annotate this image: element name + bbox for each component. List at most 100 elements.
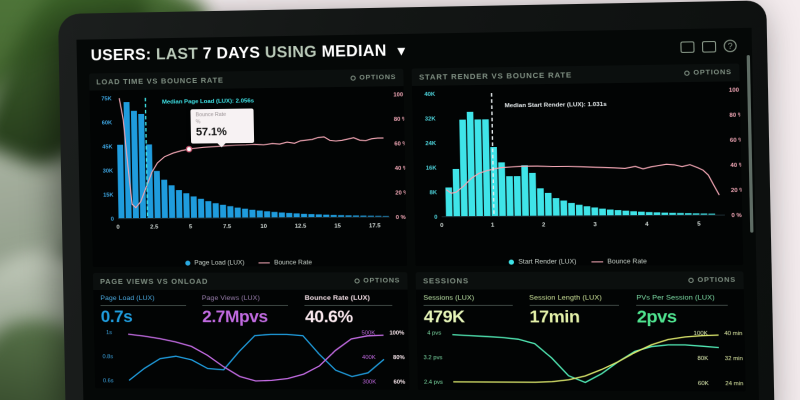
kpi-session-length[interactable]: Session Length (LUX) 17min (521, 294, 629, 327)
options-button[interactable]: OPTIONS (349, 74, 396, 82)
mini-chart-svg (417, 328, 746, 391)
svg-text:80 %: 80 % (394, 117, 407, 123)
kpi-divider (201, 304, 289, 307)
svg-text:60 %: 60 % (730, 138, 743, 144)
svg-text:20 %: 20 % (731, 188, 743, 194)
kpi-divider (423, 304, 513, 306)
mini-axis-right-a: 400K (362, 354, 376, 361)
bounce-rate-tooltip: Bounce Rate % 57.1% (190, 108, 255, 144)
svg-text:8K: 8K (429, 190, 437, 196)
svg-text:80 %: 80 % (729, 113, 743, 119)
chart-start-render[interactable]: 0 8K 16K 24K 32K 40K 0 % 20 % 40 % 60 % 80 % 100 %… (412, 81, 743, 263)
kpi-label: Sessions (LUX) (423, 294, 475, 302)
mini-axis-right-b: 100% (389, 330, 405, 337)
svg-text:4: 4 (645, 222, 649, 228)
svg-text:3: 3 (593, 222, 597, 228)
panel-title: SESSIONS (422, 276, 469, 286)
tooltip-value: 57.1% (195, 126, 227, 139)
tablet-icon[interactable] (701, 40, 717, 53)
panel-load-time: LOAD TIME VS BOUNCE RATE OPTIONS 0 15K 30K… (89, 68, 408, 267)
kpi-value: 2pvs (636, 306, 677, 327)
title-range: LAST (155, 45, 199, 64)
kpi-pvs-per-session[interactable]: PVs Per Session (LUX) 2pvs (628, 294, 737, 327)
svg-text:32K: 32K (425, 117, 436, 123)
kpi-page-load[interactable]: Page Load (LUX) 0.7s (100, 295, 194, 327)
options-label: OPTIONS (363, 277, 401, 285)
svg-text:30K: 30K (103, 169, 113, 175)
kpi-value: 0.7s (100, 307, 133, 327)
kpi-sessions[interactable]: Sessions (LUX) 479K (423, 295, 521, 328)
kpi-row: PAGE VIEWS VS ONLOAD OPTIONS Page Load (… (91, 271, 748, 392)
svg-text:100 %: 100 % (729, 88, 743, 95)
mini-axis-right-b: 40 min (724, 330, 743, 337)
gear-icon (353, 278, 360, 284)
svg-text:5: 5 (189, 224, 193, 230)
kpi-value: 40.6% (304, 306, 353, 327)
panel-title: START RENDER VS BOUNCE RATE (418, 70, 573, 82)
options-label: OPTIONS (693, 68, 732, 77)
help-icon[interactable]: ? (723, 39, 737, 53)
title-users: USERS: (90, 46, 152, 65)
svg-text:5: 5 (697, 221, 701, 227)
svg-text:15: 15 (334, 223, 342, 229)
svg-text:2.5: 2.5 (150, 224, 159, 230)
kpi-value: 17min (529, 306, 580, 327)
laptop-screen: USERS: LAST 7 DAYS USING MEDIAN ▼ ? (76, 27, 760, 400)
chart-svg: 0 8K 16K 24K 32K 40K 0 % 20 % 40 % 60 % 80 % 100 %… (424, 88, 743, 229)
svg-text:7.5: 7.5 (223, 224, 232, 230)
chart-load-time[interactable]: 0 15K 30K 45K 60K 75K 0 % 20 % 40 % 60 % 80 % 100 … (89, 86, 407, 264)
median-page-load-label: Median Page Load (LUX): 2.056s (161, 98, 255, 106)
svg-text:0: 0 (116, 225, 119, 231)
options-button[interactable]: OPTIONS (687, 276, 737, 284)
kpi-label: Session Length (LUX) (529, 294, 603, 302)
mini-axis-left: 1s (106, 329, 113, 336)
svg-text:2: 2 (542, 222, 546, 228)
panel-start-render: START RENDER VS BOUNCE RATE OPTIONS 0 8K 1… (411, 63, 744, 267)
kpi-bounce-rate[interactable]: Bounce Rate (LUX) 40.6% (296, 295, 401, 327)
svg-text:0: 0 (440, 223, 443, 229)
kpi-value: 479K (423, 306, 465, 327)
chevron-down-icon[interactable]: ▼ (394, 43, 409, 59)
header-icon-group: ? (680, 39, 737, 53)
desktop-icon[interactable] (680, 40, 695, 53)
svg-text:16K: 16K (426, 166, 437, 172)
panel-page-views: PAGE VIEWS VS ONLOAD OPTIONS Page Load (… (92, 272, 410, 390)
svg-text:45K: 45K (102, 145, 112, 151)
svg-text:10: 10 (260, 224, 267, 230)
mini-axis-right-b: 24 min (725, 380, 744, 388)
mini-axis-left: 0.8s (102, 353, 114, 360)
kpi-label: Page Views (LUX) (201, 294, 260, 302)
title-using: USING (264, 43, 318, 62)
svg-text:0 %: 0 % (396, 215, 406, 221)
mini-chart-sessions[interactable]: 4 pvs 3.2 pvs 2.4 pvs 100K 80K 60K 40 mi… (417, 328, 746, 391)
mini-axis-right-b: 80% (393, 354, 405, 361)
svg-text:100 %: 100 % (393, 92, 407, 98)
svg-text:1: 1 (491, 223, 495, 229)
charts-row: LOAD TIME VS BOUNCE RATE OPTIONS 0 15K 30K… (87, 63, 745, 267)
mini-axis-left: 2.4 pvs (423, 379, 443, 386)
panel-title: LOAD TIME VS BOUNCE RATE (96, 75, 224, 87)
options-label: OPTIONS (697, 276, 737, 284)
mini-chart-page-views[interactable]: 1s 0.8s 0.6s 500K 400K 300K 100% 80% 60% (94, 328, 410, 390)
options-button[interactable]: OPTIONS (683, 68, 732, 77)
svg-text:20 %: 20 % (395, 191, 407, 197)
mini-axis-right-a: 80K (697, 355, 709, 362)
panel-sessions: SESSIONS OPTIONS Sessions (LUX) 479K (415, 271, 746, 392)
mini-axis-left: 4 pvs (427, 330, 442, 337)
mini-axis-right-b: 32 min (724, 355, 744, 362)
mini-axis-left: 0.6s (102, 377, 114, 385)
svg-text:15K: 15K (103, 193, 113, 199)
gear-icon (349, 75, 356, 81)
page-title[interactable]: USERS: LAST 7 DAYS USING MEDIAN ▼ (91, 42, 409, 65)
panel-header: SESSIONS OPTIONS (415, 271, 744, 290)
laptop-device: USERS: LAST 7 DAYS USING MEDIAN ▼ ? (58, 0, 775, 400)
kpi-page-views[interactable]: Page Views (LUX) 2.7Mpvs (194, 295, 297, 327)
svg-text:60K: 60K (102, 121, 112, 127)
svg-text:40 %: 40 % (730, 163, 743, 169)
kpi-divider (304, 304, 393, 306)
svg-text:60 %: 60 % (394, 141, 407, 147)
kpi-divider (529, 304, 620, 306)
gear-icon (687, 277, 694, 283)
options-button[interactable]: OPTIONS (353, 277, 401, 285)
panel-title: PAGE VIEWS VS ONLOAD (99, 276, 209, 286)
